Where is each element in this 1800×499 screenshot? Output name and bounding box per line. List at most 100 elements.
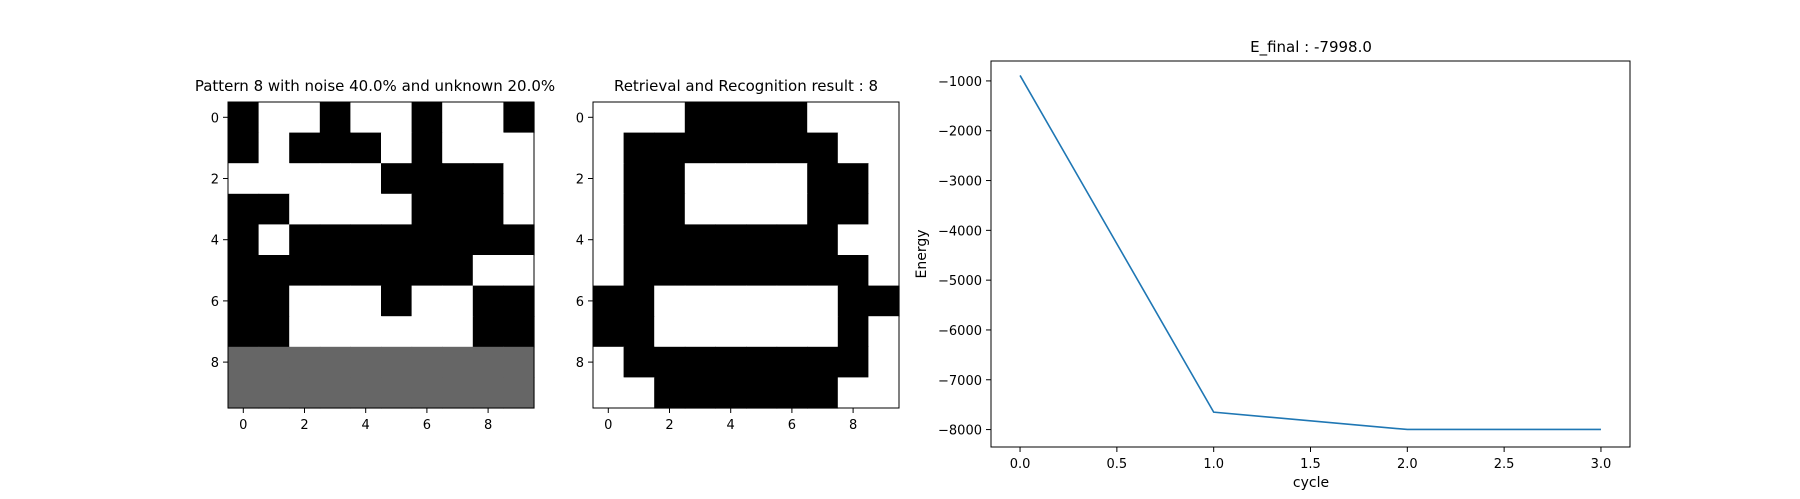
noisy-pattern-title: Pattern 8 with noise 40.0% and unknown 2… — [195, 77, 555, 95]
grid-cell — [623, 224, 655, 256]
grid-cell — [746, 163, 778, 195]
grid-cell — [289, 224, 321, 256]
grid-cell — [503, 193, 535, 225]
grid-cell — [807, 163, 839, 195]
grid-cell — [776, 193, 808, 225]
grid-cell — [684, 193, 716, 225]
y-tick-label: −5000 — [938, 274, 982, 289]
grid-cell — [746, 224, 778, 256]
grid-cell — [350, 285, 382, 317]
grid-cell — [319, 255, 351, 287]
retrieval-result-frame — [592, 101, 900, 409]
grid-cell — [868, 132, 900, 164]
grid-cell — [319, 377, 351, 409]
y-tick-label: 4 — [211, 234, 219, 249]
energy-x-axis-label: cycle — [1293, 475, 1329, 491]
x-tick-label: 3.0 — [1591, 457, 1612, 472]
y-tick-label: 2 — [576, 173, 584, 188]
grid-cell — [411, 102, 443, 134]
x-tick-label: 1.0 — [1203, 457, 1224, 472]
grid-cell — [258, 163, 290, 195]
grid-cell — [472, 255, 504, 287]
grid-cell — [442, 224, 474, 256]
grid-cell — [289, 377, 321, 409]
grid-cell — [503, 377, 535, 409]
y-tick-label: −8000 — [938, 424, 982, 439]
grid-cell — [319, 193, 351, 225]
grid-cell — [837, 163, 869, 195]
grid-cell — [228, 102, 260, 134]
grid-cell — [350, 163, 382, 195]
grid-cell — [350, 132, 382, 164]
grid-cell — [868, 224, 900, 256]
grid-cell — [807, 285, 839, 317]
grid-cell — [228, 285, 260, 317]
grid-cell — [503, 255, 535, 287]
grid-cell — [654, 163, 686, 195]
grid-cell — [472, 132, 504, 164]
grid-cell — [715, 346, 747, 378]
grid-cell — [715, 316, 747, 348]
grid-cell — [289, 346, 321, 378]
grid-cell — [654, 316, 686, 348]
grid-cell — [350, 102, 382, 134]
energy-y-ticks: −1000 −2000 −3000 −4000 −5000 −6000 −7000 −8000 — [938, 75, 991, 439]
grid-cell — [442, 163, 474, 195]
grid-cell — [503, 224, 535, 256]
grid-cell — [381, 132, 413, 164]
grid-cell — [442, 102, 474, 134]
grid-cell — [746, 255, 778, 287]
grid-cell — [837, 132, 869, 164]
grid-cell — [289, 316, 321, 348]
grid-cell — [776, 346, 808, 378]
x-tick-label: 4 — [362, 418, 370, 433]
grid-cell — [807, 132, 839, 164]
grid-cell — [411, 377, 443, 409]
energy-chart-frame — [990, 60, 1631, 448]
grid-cell — [684, 285, 716, 317]
grid-cell — [593, 193, 625, 225]
grid-cell — [503, 132, 535, 164]
grid-cell — [746, 193, 778, 225]
grid-cell — [442, 285, 474, 317]
grid-cell — [715, 193, 747, 225]
grid-cell — [654, 102, 686, 134]
noisy-pattern-panel: Pattern 8 with noise 40.0% and unknown 2… — [195, 77, 555, 433]
grid-cell — [593, 163, 625, 195]
y-tick-label: 0 — [211, 111, 219, 126]
y-tick-label: 6 — [576, 295, 584, 310]
grid-cell — [350, 224, 382, 256]
grid-cell — [442, 377, 474, 409]
grid-cell — [593, 377, 625, 409]
grid-cell — [684, 163, 716, 195]
grid-cell — [350, 346, 382, 378]
retrieval-result-grid — [593, 102, 900, 409]
grid-cell — [503, 285, 535, 317]
grid-cell — [350, 193, 382, 225]
grid-cell — [411, 285, 443, 317]
y-tick-label: 6 — [211, 295, 219, 310]
grid-cell — [623, 163, 655, 195]
noisy-pattern-frame — [227, 101, 535, 409]
grid-cell — [442, 132, 474, 164]
grid-cell — [684, 346, 716, 378]
grid-cell — [807, 224, 839, 256]
grid-cell — [350, 316, 382, 348]
grid-cell — [472, 224, 504, 256]
grid-cell — [715, 377, 747, 409]
energy-series-line — [1019, 75, 1601, 431]
grid-cell — [472, 285, 504, 317]
grid-cell — [381, 224, 413, 256]
x-tick-label: 0.0 — [1010, 457, 1031, 472]
energy-x-ticks: 0.0 0.5 1.0 1.5 2.0 2.5 3.0 — [1010, 447, 1612, 472]
grid-cell — [807, 377, 839, 409]
grid-cell — [776, 377, 808, 409]
y-tick-label: 8 — [576, 356, 584, 371]
grid-cell — [593, 316, 625, 348]
grid-cell — [289, 132, 321, 164]
grid-cell — [319, 285, 351, 317]
grid-cell — [381, 346, 413, 378]
grid-cell — [807, 102, 839, 134]
x-tick-label: 6 — [423, 418, 431, 433]
